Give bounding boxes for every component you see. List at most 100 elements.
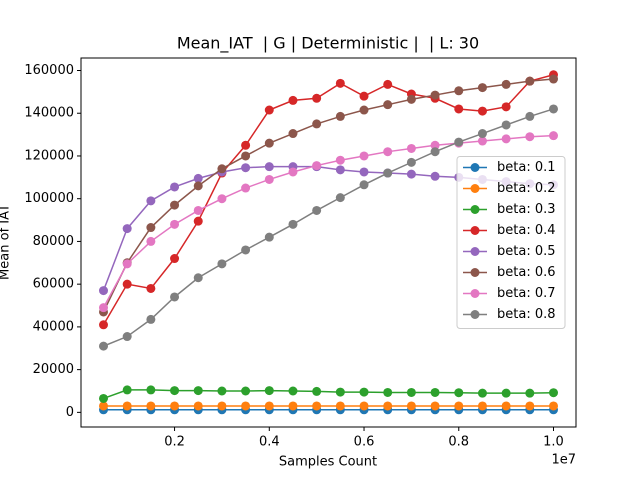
x-offset-label: 1e7 — [551, 453, 576, 468]
data-point — [454, 104, 464, 114]
data-point — [383, 100, 393, 110]
data-point — [430, 171, 440, 181]
data-point — [288, 129, 298, 139]
x-tick-label: 0.8 — [448, 435, 469, 450]
data-point — [288, 401, 298, 411]
data-point — [264, 401, 274, 411]
data-point — [359, 180, 369, 190]
data-point — [335, 155, 345, 165]
data-point — [525, 401, 535, 411]
data-point — [549, 104, 558, 114]
data-point — [501, 401, 511, 411]
data-point — [454, 137, 464, 147]
y-tick-label: 0 — [66, 405, 74, 420]
data-point — [122, 279, 132, 289]
data-point — [430, 387, 440, 397]
data-point — [99, 303, 108, 313]
y-tick-label: 80000 — [33, 234, 74, 249]
data-point — [193, 273, 203, 283]
data-point — [264, 386, 274, 396]
legend-marker — [470, 163, 480, 172]
data-point — [549, 74, 558, 84]
legend-marker — [470, 310, 480, 319]
data-point — [359, 387, 369, 397]
data-point — [430, 401, 440, 411]
data-point — [193, 205, 203, 215]
legend-label: beta: 0.7 — [497, 286, 556, 301]
data-point — [406, 387, 416, 397]
data-point — [241, 386, 251, 396]
data-point — [264, 162, 274, 172]
x-tick-label: 0.6 — [354, 435, 375, 450]
data-point — [525, 132, 535, 142]
plot-frame — [80, 57, 577, 428]
legend-marker — [470, 247, 480, 256]
data-point — [430, 140, 440, 150]
data-point — [406, 143, 416, 153]
data-point — [335, 165, 345, 175]
data-point — [501, 79, 511, 89]
legend-label: beta: 0.6 — [497, 265, 556, 280]
data-point — [454, 388, 464, 398]
data-point — [217, 164, 227, 174]
y-tick-label: 60000 — [33, 277, 74, 292]
y-tick-label: 120000 — [24, 148, 74, 163]
legend-label: beta: 0.5 — [497, 244, 556, 259]
legend-label: beta: 0.3 — [497, 202, 556, 217]
data-point — [146, 236, 156, 246]
data-point — [501, 102, 511, 112]
data-point — [406, 94, 416, 104]
data-point — [312, 386, 322, 396]
data-point — [335, 401, 345, 411]
data-point — [454, 401, 464, 411]
data-point — [241, 245, 251, 255]
data-point — [264, 138, 274, 148]
data-point — [241, 163, 251, 173]
x-tick-label: 0.2 — [164, 435, 185, 450]
data-point — [359, 167, 369, 177]
y-tick-label: 140000 — [24, 106, 74, 121]
data-point — [501, 134, 511, 144]
data-point — [241, 140, 251, 150]
data-point — [525, 111, 535, 121]
data-point — [335, 111, 345, 121]
data-point — [383, 79, 393, 89]
data-point — [454, 86, 464, 96]
data-point — [359, 105, 369, 115]
legend-marker — [470, 226, 480, 235]
data-point — [406, 157, 416, 167]
data-point — [525, 388, 535, 398]
data-point — [193, 181, 203, 191]
data-point — [477, 388, 487, 398]
data-point — [146, 283, 156, 293]
data-point — [335, 387, 345, 397]
data-point — [241, 401, 251, 411]
legend-marker — [470, 184, 480, 193]
x-tick-label: 1.0 — [543, 435, 564, 450]
data-point — [312, 93, 322, 103]
data-point — [549, 388, 558, 398]
legend-label: beta: 0.4 — [497, 223, 556, 238]
legend-label: beta: 0.1 — [497, 160, 556, 175]
y-tick-label: 100000 — [24, 191, 74, 206]
data-point — [501, 388, 511, 398]
data-point — [335, 78, 345, 88]
data-point — [193, 173, 203, 183]
data-point — [193, 401, 203, 411]
data-point — [312, 119, 322, 129]
legend-label: beta: 0.2 — [497, 181, 556, 196]
data-point — [288, 95, 298, 105]
y-tick-label: 160000 — [24, 63, 74, 78]
data-point — [264, 174, 274, 184]
data-point — [217, 259, 227, 269]
data-point — [99, 320, 108, 330]
data-point — [146, 314, 156, 324]
data-point — [217, 401, 227, 411]
data-point — [288, 386, 298, 396]
legend-marker — [470, 205, 480, 214]
data-point — [146, 223, 156, 233]
data-point — [146, 401, 156, 411]
data-point — [241, 183, 251, 193]
data-point — [359, 91, 369, 101]
x-tick-label: 0.4 — [259, 435, 280, 450]
